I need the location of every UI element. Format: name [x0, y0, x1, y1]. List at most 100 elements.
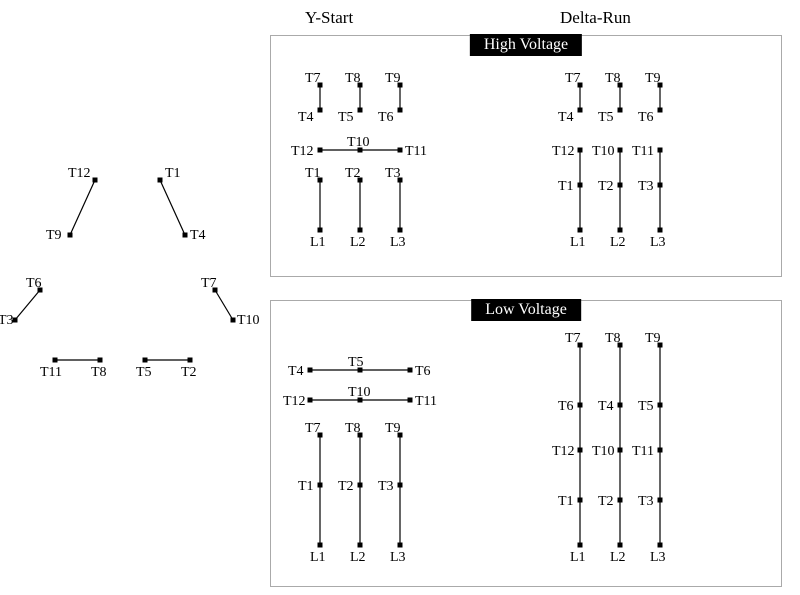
- low-ystart-label-T12: T12: [283, 394, 306, 410]
- high-delta-label-T10: T10: [592, 144, 615, 160]
- triangle-label-T10: T10: [237, 313, 260, 329]
- high-ystart-label-T5: T5: [338, 110, 354, 126]
- low-delta-label-T1: T1: [558, 494, 574, 510]
- low-ystart-label-T8: T8: [345, 421, 361, 437]
- high-ystart-label-L2: L2: [350, 235, 366, 251]
- high-delta-label-T9: T9: [645, 71, 661, 87]
- high-ystart-label-T1: T1: [305, 166, 321, 182]
- low-delta-node-T10: [618, 448, 623, 453]
- high-delta-node-T6: [658, 108, 663, 113]
- low-ystart-label-T2: T2: [338, 479, 354, 495]
- low-ystart-node-T2: [358, 483, 363, 488]
- low-delta-label-T8: T8: [605, 331, 621, 347]
- high-delta-label-T7: T7: [565, 71, 581, 87]
- high-delta-label-T11: T11: [632, 144, 654, 160]
- triangle-label-T8: T8: [91, 365, 107, 381]
- triangle-label-T3: T3: [0, 313, 14, 329]
- low-ystart-node-T1: [318, 483, 323, 488]
- triangle-wire-T12-T9: [70, 180, 95, 235]
- low-ystart-node-L1: [318, 543, 323, 548]
- low-ystart-label-T7: T7: [305, 421, 321, 437]
- triangle-label-T4: T4: [190, 228, 206, 244]
- low-delta-label-T4: T4: [598, 399, 614, 415]
- triangle-label-T12: T12: [68, 166, 91, 182]
- low-delta-label-T12: T12: [552, 444, 575, 460]
- high-delta-node-T4: [578, 108, 583, 113]
- triangle-label-T11: T11: [40, 365, 62, 381]
- triangle-wire-T7-T10: [215, 290, 233, 320]
- high-ystart-node-T4: [318, 108, 323, 113]
- triangle-node-T10: [231, 318, 236, 323]
- high-ystart-node-L2: [358, 228, 363, 233]
- high-delta-node-L3: [658, 228, 663, 233]
- high-ystart-label-T10: T10: [347, 135, 370, 151]
- low-delta-node-T4: [618, 403, 623, 408]
- high-delta-label-T6: T6: [638, 110, 654, 126]
- low-ystart-label-T6: T6: [415, 364, 431, 380]
- low-ystart-label-L2: L2: [350, 550, 366, 566]
- triangle-node-T9: [68, 233, 73, 238]
- low-delta-node-L1: [578, 543, 583, 548]
- low-ystart-label-L1: L1: [310, 550, 326, 566]
- high-delta-label-T3: T3: [638, 179, 654, 195]
- high-ystart-label-T9: T9: [385, 71, 401, 87]
- high-ystart-label-T12: T12: [291, 144, 314, 160]
- high-delta-node-L2: [618, 228, 623, 233]
- triangle-label-T6: T6: [26, 276, 42, 292]
- low-delta-node-T2: [618, 498, 623, 503]
- high-delta-node-T2: [618, 183, 623, 188]
- low-delta-label-T9: T9: [645, 331, 661, 347]
- low-delta-label-T2: T2: [598, 494, 614, 510]
- low-ystart-node-T3: [398, 483, 403, 488]
- low-delta-node-T3: [658, 498, 663, 503]
- low-ystart-node-T11: [408, 398, 413, 403]
- high-ystart-node-L3: [398, 228, 403, 233]
- high-ystart-label-L1: L1: [310, 235, 326, 251]
- low-delta-label-L3: L3: [650, 550, 666, 566]
- high-ystart-label-T11: T11: [405, 144, 427, 160]
- triangle-node-T8: [98, 358, 103, 363]
- low-delta-node-T5: [658, 403, 663, 408]
- high-ystart-label-T3: T3: [385, 166, 401, 182]
- high-delta-label-L2: L2: [610, 235, 626, 251]
- triangle-node-T12: [93, 178, 98, 183]
- low-ystart-node-T12: [308, 398, 313, 403]
- low-delta-node-T11: [658, 448, 663, 453]
- triangle-node-T5: [143, 358, 148, 363]
- low-delta-label-L1: L1: [570, 550, 586, 566]
- high-ystart-node-T6: [398, 108, 403, 113]
- low-delta-node-T6: [578, 403, 583, 408]
- high-ystart-label-T2: T2: [345, 166, 361, 182]
- low-ystart-label-T3: T3: [378, 479, 394, 495]
- high-delta-node-T1: [578, 183, 583, 188]
- triangle-wire-T1-T4: [160, 180, 185, 235]
- triangle-node-T1: [158, 178, 163, 183]
- low-delta-node-T1: [578, 498, 583, 503]
- triangle-label-T9: T9: [46, 228, 62, 244]
- low-delta-label-T5: T5: [638, 399, 654, 415]
- high-delta-node-T10: [618, 148, 623, 153]
- low-delta-node-T12: [578, 448, 583, 453]
- low-delta-label-T7: T7: [565, 331, 581, 347]
- high-ystart-label-T4: T4: [298, 110, 314, 126]
- triangle-node-T11: [53, 358, 58, 363]
- high-delta-label-L1: L1: [570, 235, 586, 251]
- high-delta-label-T12: T12: [552, 144, 575, 160]
- high-delta-node-T11: [658, 148, 663, 153]
- low-ystart-label-T9: T9: [385, 421, 401, 437]
- low-ystart-node-T4: [308, 368, 313, 373]
- high-ystart-label-T6: T6: [378, 110, 394, 126]
- high-ystart-node-L1: [318, 228, 323, 233]
- low-ystart-node-L3: [398, 543, 403, 548]
- low-delta-label-L2: L2: [610, 550, 626, 566]
- low-ystart-node-T6: [408, 368, 413, 373]
- high-delta-node-T5: [618, 108, 623, 113]
- high-delta-node-T3: [658, 183, 663, 188]
- low-ystart-label-L3: L3: [390, 550, 406, 566]
- high-delta-label-T1: T1: [558, 179, 574, 195]
- high-ystart-node-T12: [318, 148, 323, 153]
- low-delta-node-L2: [618, 543, 623, 548]
- triangle-label-T2: T2: [181, 365, 197, 381]
- low-delta-label-T11: T11: [632, 444, 654, 460]
- high-ystart-label-L3: L3: [390, 235, 406, 251]
